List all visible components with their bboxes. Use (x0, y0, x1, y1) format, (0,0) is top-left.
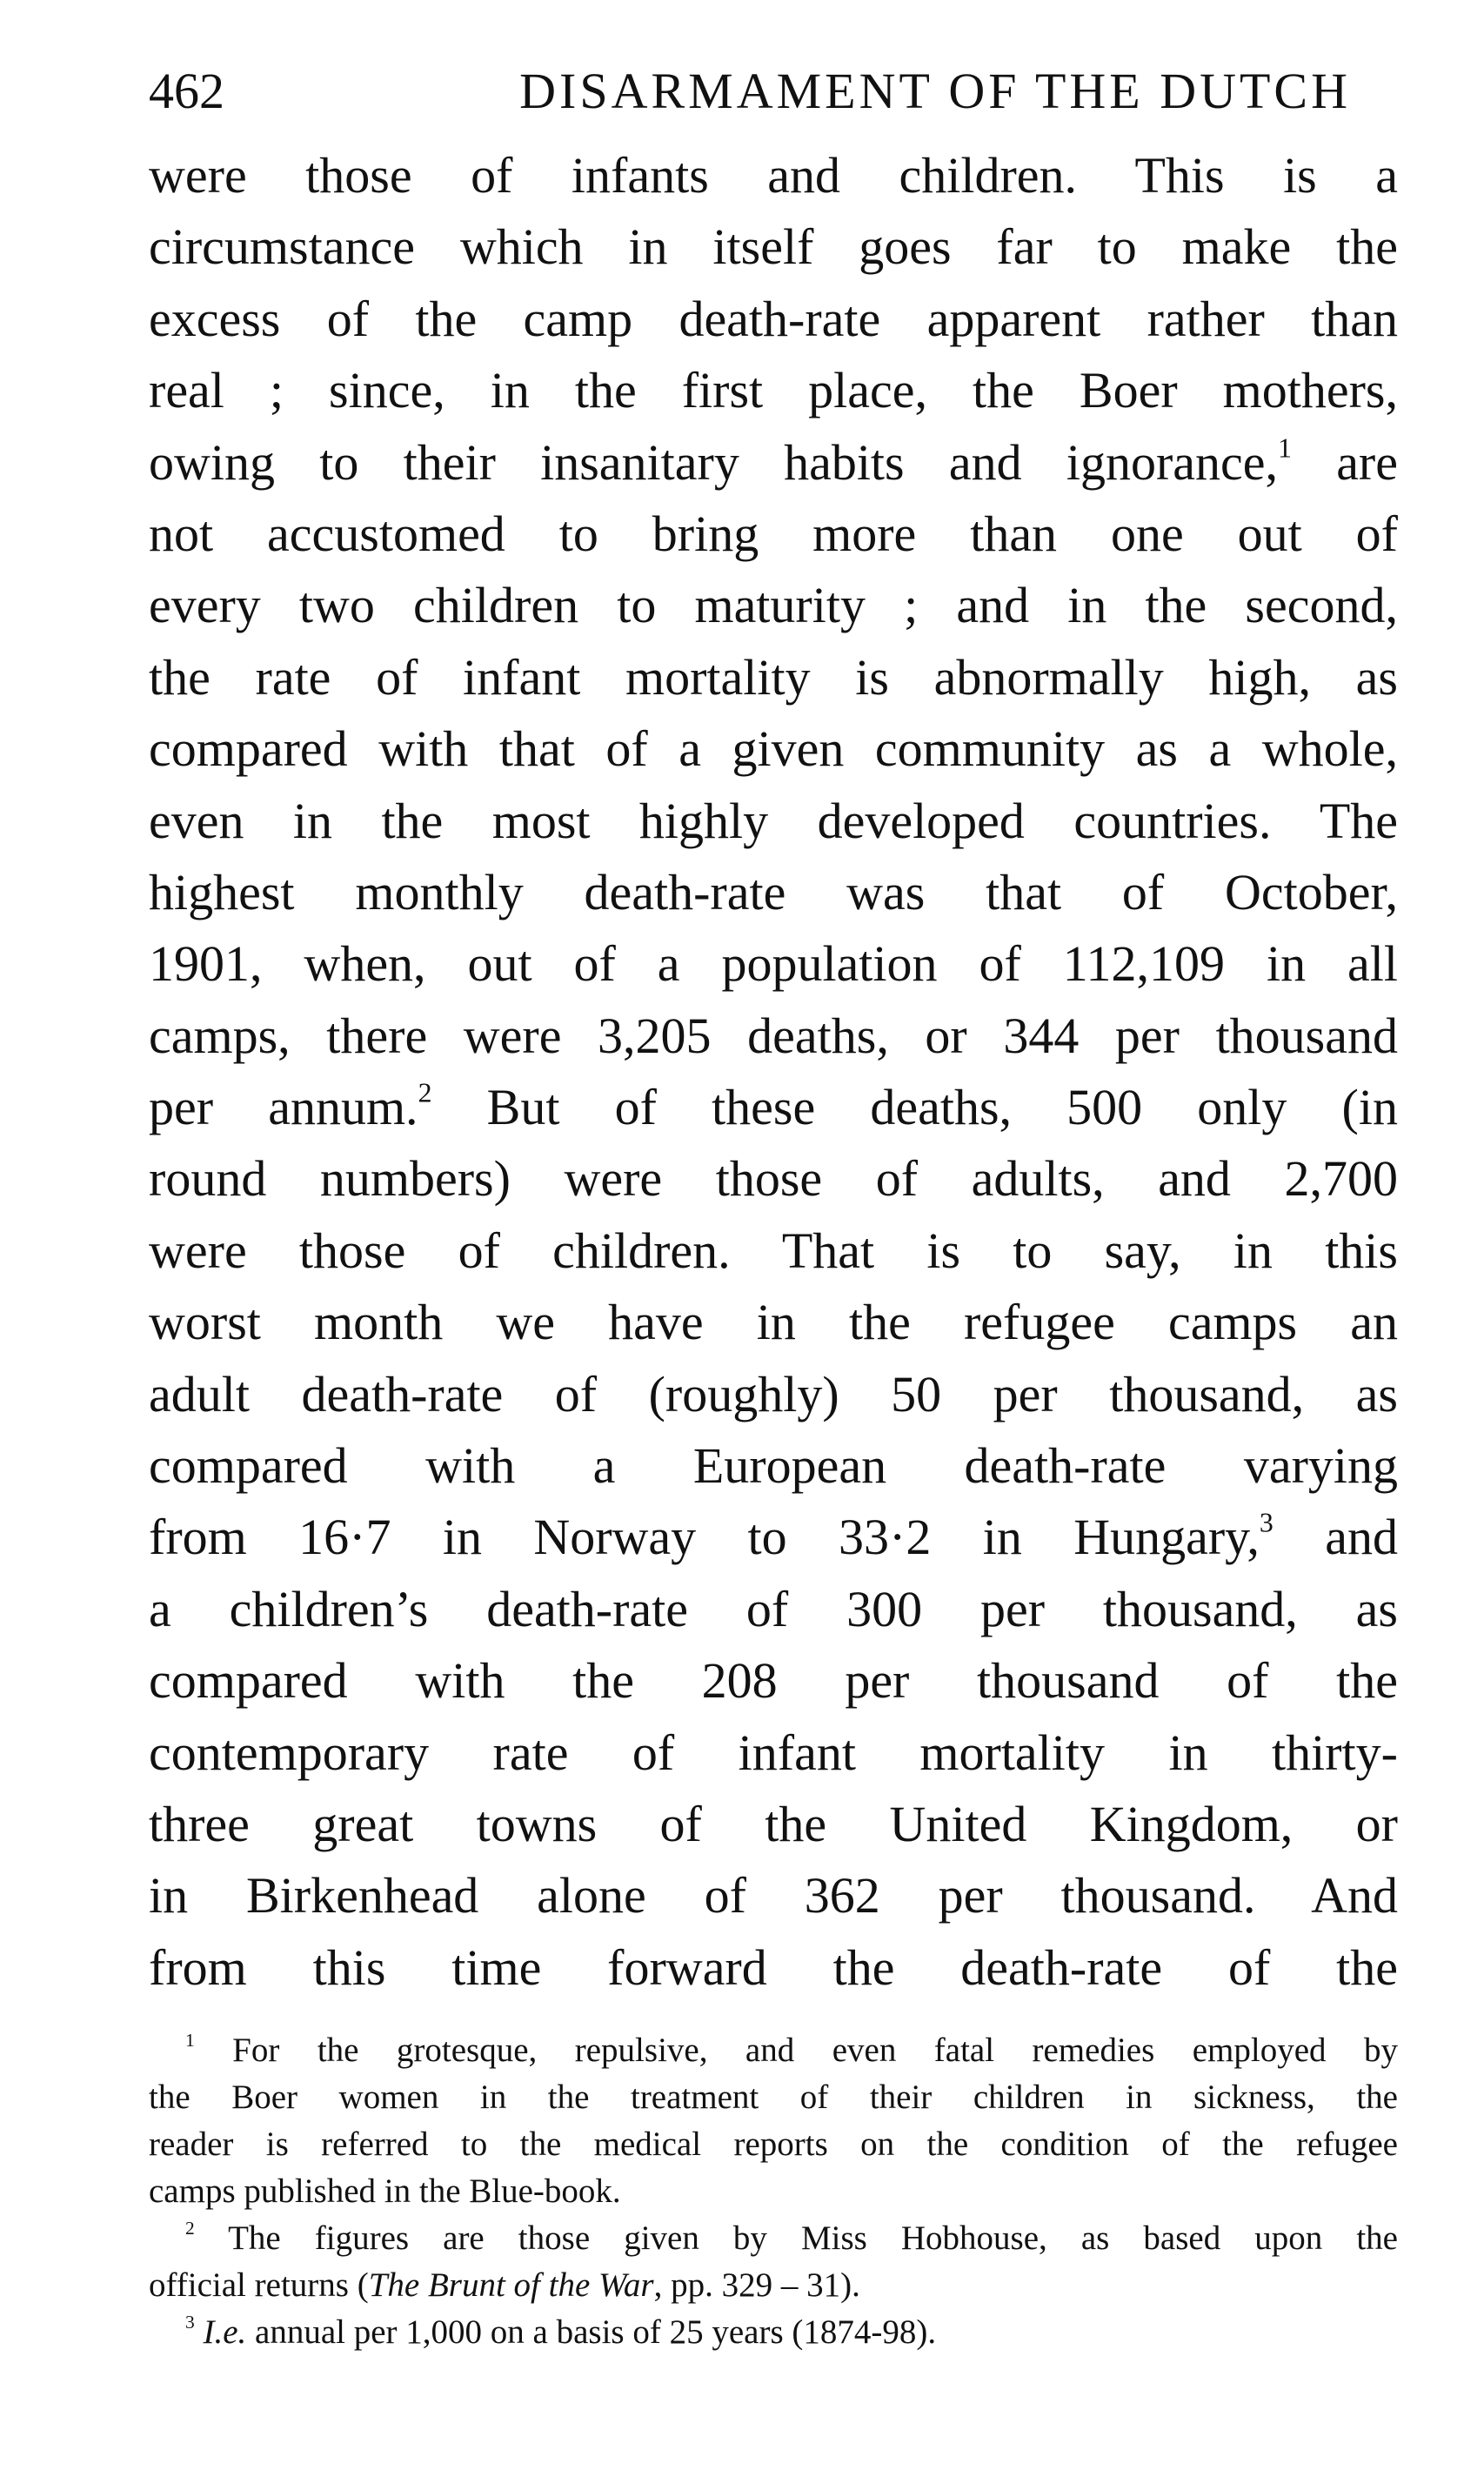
text-run: the rate of infant mortality is abnormal… (149, 648, 1398, 706)
text-run: circumstance which in itself goes far to… (149, 218, 1398, 276)
text-run: not accustomed to bring more than one ou… (149, 505, 1398, 562)
italic-text: I.e. (203, 2313, 247, 2351)
footnote-line: camps published in the Blue-book. (149, 2168, 1398, 2215)
running-header: 462 DISARMAMENT OF THE DUTCH (149, 59, 1351, 124)
text-line: per annum.2 But of these deaths, 500 onl… (149, 1072, 1398, 1143)
text-run: compared with a European death-rate vary… (149, 1437, 1398, 1495)
text-run: official returns ( (149, 2266, 369, 2304)
text-run: adult death-rate of (roughly) 50 per tho… (149, 1365, 1398, 1422)
text-run (195, 2313, 204, 2351)
footnote-line: 3 I.e. annual per 1,000 on a basis of 25… (149, 2309, 1398, 2356)
footnote-line: reader is referred to the medical report… (149, 2121, 1398, 2168)
text-line: a children’s death-rate of 300 per thous… (149, 1574, 1398, 1645)
footnote-line: official returns (The Brunt of the War, … (149, 2262, 1398, 2309)
text-run: annual per 1,000 on a basis of 25 years … (246, 2313, 937, 2351)
text-run: were those of children. That is to say, … (149, 1222, 1398, 1279)
text-run: the Boer women in the treatment of their… (149, 2078, 1398, 2116)
footnote-line: 2 The figures are those given by Miss Ho… (149, 2215, 1398, 2262)
text-run: compared with the 208 per thousand of th… (149, 1652, 1398, 1710)
footnote-line: the Boer women in the treatment of their… (149, 2074, 1398, 2121)
footnote-line: 1 For the grotesque, repulsive, and even… (149, 2027, 1398, 2074)
text-run: a children’s death-rate of 300 per thous… (149, 1580, 1398, 1637)
text-run: excess of the camp death-rate apparent r… (149, 290, 1398, 347)
text-run: camps, there were 3,205 deaths, or 344 p… (149, 1007, 1398, 1064)
text-run: For the grotesque, repulsive, and even f… (194, 2032, 1398, 2069)
text-line: compared with that of a given community … (149, 713, 1398, 785)
text-line: owing to their insanitary habits and ign… (149, 427, 1398, 499)
text-line: were those of children. That is to say, … (149, 1215, 1398, 1287)
text-run: from 16·7 in Norway to 33·2 in Hungary, (149, 1509, 1260, 1566)
text-line: worst month we have in the refugee camps… (149, 1287, 1398, 1358)
text-run: from this time forward the death-rate of… (149, 1938, 1398, 1996)
text-run: round numbers) were those of adults, and… (149, 1150, 1398, 1208)
text-run: camps published in the Blue-book. (149, 2172, 621, 2210)
text-run: reader is referred to the medical report… (149, 2125, 1398, 2163)
text-run: contemporary rate of infant mortality in… (149, 1724, 1398, 1781)
footnote-marker: 3 (185, 2311, 195, 2333)
footnote-marker: 1 (1278, 432, 1292, 464)
text-line: real ; since, in the first place, the Bo… (149, 355, 1398, 426)
text-run: per annum. (149, 1079, 418, 1136)
text-line: adult death-rate of (roughly) 50 per tho… (149, 1359, 1398, 1430)
footnote-marker: 1 (185, 2029, 195, 2051)
text-line: camps, there were 3,205 deaths, or 344 p… (149, 1001, 1398, 1072)
text-run: But of these deaths, 500 only (in (431, 1079, 1398, 1136)
text-run: are (1291, 433, 1398, 491)
text-run: three great towns of the United Kingdom,… (149, 1795, 1398, 1852)
text-line: highest monthly death-rate was that of O… (149, 857, 1398, 928)
text-run: in Birkenhead alone of 362 per thousand.… (149, 1867, 1398, 1924)
footnote-marker: 2 (418, 1077, 432, 1108)
text-line: three great towns of the United Kingdom,… (149, 1789, 1398, 1860)
body-text: were those of infants and children. This… (149, 140, 1398, 2004)
text-line: the rate of infant mortality is abnormal… (149, 642, 1398, 713)
text-run: and (1273, 1509, 1398, 1566)
text-line: were those of infants and children. This… (149, 140, 1398, 211)
footnote-marker: 2 (185, 2217, 195, 2239)
text-run: highest monthly death-rate was that of O… (149, 863, 1398, 920)
running-title: DISARMAMENT OF THE DUTCH (519, 63, 1351, 119)
text-line: compared with the 208 per thousand of th… (149, 1645, 1398, 1717)
italic-text: The Brunt of the War (368, 2266, 654, 2304)
text-run: 1901, when, out of a population of 112,1… (149, 935, 1398, 993)
text-line: circumstance which in itself goes far to… (149, 211, 1398, 283)
text-run: , pp. 329 – 31). (653, 2266, 860, 2304)
text-run: owing to their insanitary habits and ign… (149, 433, 1278, 491)
text-line: round numbers) were those of adults, and… (149, 1143, 1398, 1215)
text-line: every two children to maturity ; and in … (149, 570, 1398, 641)
text-run: every two children to maturity ; and in … (149, 577, 1398, 634)
page-number: 462 (149, 63, 224, 119)
text-run: worst month we have in the refugee camps… (149, 1294, 1398, 1351)
text-line: not accustomed to bring more than one ou… (149, 499, 1398, 570)
text-run: even in the most highly developed countr… (149, 792, 1398, 849)
text-line: in Birkenhead alone of 362 per thousand.… (149, 1860, 1398, 1931)
text-run: The figures are those given by Miss Hobh… (194, 2219, 1398, 2257)
text-line: contemporary rate of infant mortality in… (149, 1717, 1398, 1789)
footnotes: 1 For the grotesque, repulsive, and even… (149, 2027, 1398, 2356)
text-line: 1901, when, out of a population of 112,1… (149, 928, 1398, 1000)
text-line: from this time forward the death-rate of… (149, 1932, 1398, 2004)
text-run: compared with that of a given community … (149, 720, 1398, 778)
text-line: compared with a European death-rate vary… (149, 1430, 1398, 1502)
text-line: excess of the camp death-rate apparent r… (149, 284, 1398, 355)
text-line: from 16·7 in Norway to 33·2 in Hungary,3… (149, 1502, 1398, 1573)
footnote-marker: 3 (1259, 1507, 1273, 1538)
text-run: real ; since, in the first place, the Bo… (149, 362, 1398, 419)
text-line: even in the most highly developed countr… (149, 786, 1398, 857)
text-run: were those of infants and children. This… (149, 147, 1398, 204)
